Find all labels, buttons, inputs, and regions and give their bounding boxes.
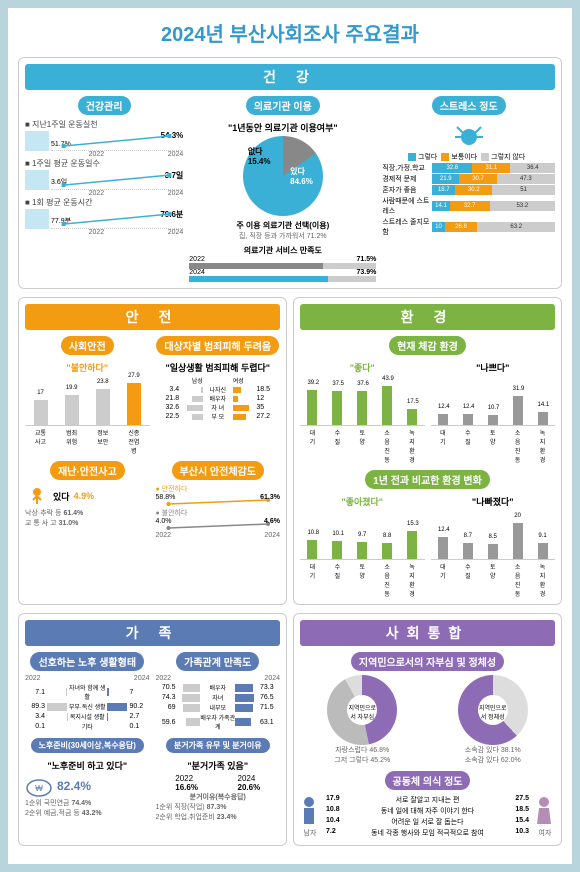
social-section: 사회통합 지역민으로서의 자부심 및 정체성 지역민으로서 자부심 자랑스럽다 … [293, 613, 562, 846]
pride-donut: 지역민으로서 자부심 [327, 675, 397, 745]
medical-pie: 없다15.4% 있다84.6% [243, 136, 323, 216]
identity-donut: 지역민으로서 정체성 [458, 675, 528, 745]
disaster-label: 재난·안전사고 [50, 461, 125, 480]
env-section: 환 경 현재 체감 환경 "좋다""나쁘다" 39.237.537.643.91… [293, 297, 562, 605]
crime-quote: "일상생활 범죄피해 두렵다" [156, 361, 281, 374]
safety-bar-chart: 1719.923.827.9 [25, 376, 150, 426]
disaster-icon [25, 484, 49, 508]
stress-label: 스트레스 정도 [432, 96, 506, 115]
piggy-icon: ₩ [25, 774, 53, 798]
separate-label: 분거가족 유무 및 분거이유 [166, 738, 270, 753]
community-label: 공동체 의식 정도 [385, 771, 471, 790]
main-title: 2024년 부산사회조사 주요결과 [18, 18, 562, 47]
social-safety-label: 사회안전 [61, 336, 114, 355]
family-section: 가 족 선호하는 노후 생활형태 20222024 7.1 자녀와 함께 생활 … [18, 613, 287, 846]
crime-label: 대상자별 범죄피해 두려움 [156, 336, 279, 355]
prep-label: 노후준비(30세이상,복수응답) [31, 738, 144, 753]
env-header: 환 경 [300, 304, 555, 330]
safety-section: 안 전 사회안전 "불안하다" 1719.923.827.9 교통사고범죄위험정… [18, 297, 287, 605]
env-change-label: 1년 전과 비교한 환경 변화 [365, 470, 490, 489]
social-header: 사회통합 [300, 620, 555, 646]
prefer-label: 선호하는 노후 생활형태 [30, 652, 144, 671]
safety-header: 안 전 [25, 304, 280, 330]
env-current-label: 현재 체감 환경 [389, 336, 466, 355]
svg-text:₩: ₩ [35, 784, 43, 793]
satisfaction-label: 의료기관 서비스 만족도 [189, 245, 376, 256]
social-quote: "불안하다" [25, 361, 150, 374]
health-section: 건 강 건강관리 ■ 지난1주일 운동실천 51.7% 54.3% 202220… [18, 57, 562, 289]
medical-quote: "1년동안 의료기관 이용여부" [189, 121, 376, 134]
female-icon [535, 796, 553, 826]
fam-sat-label: 가족관계 만족도 [176, 652, 259, 671]
health-header: 건 강 [25, 64, 555, 90]
choice-txt: 집, 직장 등과 가까워서 71.2% [189, 231, 376, 241]
health-mgmt-label: 건강관리 [78, 96, 131, 115]
male-icon [300, 796, 318, 826]
choice-label: 주 이용 의료기관 선택(이용) [189, 220, 376, 231]
medical-label: 의료기관 이용 [246, 96, 320, 115]
stress-icon [382, 119, 555, 151]
feel-label: 부산시 안전체감도 [172, 461, 264, 480]
pride-label: 지역민으로서의 자부심 및 정체성 [351, 652, 504, 671]
family-header: 가 족 [25, 620, 280, 646]
